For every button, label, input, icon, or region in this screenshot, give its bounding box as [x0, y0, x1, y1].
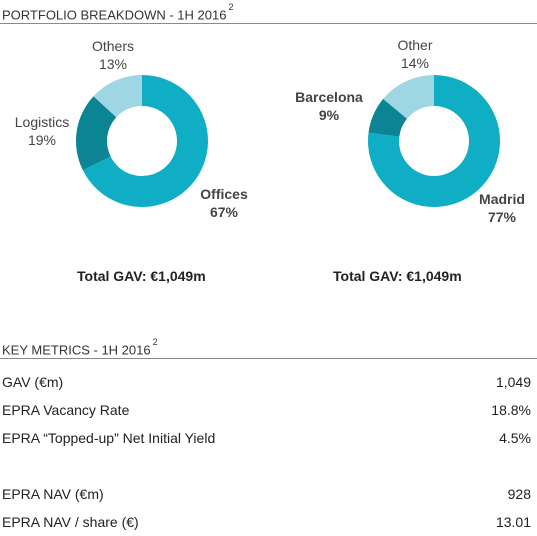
portfolio-section-header: PORTFOLIO BREAKDOWN - 1H 20162: [0, 2, 537, 24]
metrics-divider: [0, 358, 537, 359]
metrics-title: KEY METRICS - 1H 20162: [2, 337, 158, 358]
metric-row: GAV (€m) 1,049: [2, 374, 531, 394]
metric-label: EPRA “Topped-up” Net Initial Yield: [2, 430, 216, 446]
sector-donut-chart: Others 13% Logistics 19% Offices 67%: [15, 38, 248, 220]
donut-slice-madrid: [368, 75, 500, 207]
portfolio-title-text: PORTFOLIO BREAKDOWN - 1H 2016: [2, 7, 227, 23]
total-gav-label-sector: Total GAV: €1,049m: [77, 268, 206, 284]
slice-value-label: 19%: [28, 132, 56, 148]
slice-value-label: 13%: [99, 56, 127, 72]
metric-value: 4.5%: [499, 430, 531, 446]
metric-value: 13.01: [495, 514, 531, 530]
slice-category-label: Others: [92, 38, 134, 54]
slice-value-label: 77%: [488, 209, 517, 225]
donut-slice-barcelona: [368, 98, 408, 137]
metrics-title-text: KEY METRICS - 1H 2016: [2, 342, 151, 358]
metric-label: EPRA NAV (€m): [2, 486, 104, 502]
metric-value: 1,049: [495, 374, 531, 390]
donut-slice-other: [383, 75, 434, 119]
total-gav-label-city: Total GAV: €1,049m: [333, 268, 462, 284]
slice-category-label: Logistics: [15, 114, 69, 130]
slice-value-label: 67%: [210, 204, 239, 220]
city-donut-chart: Other 14% Barcelona 9% Madrid 77%: [295, 37, 525, 225]
metric-row: EPRA NAV / share (€) 13.01: [2, 514, 531, 534]
portfolio-title: PORTFOLIO BREAKDOWN - 1H 20162: [2, 2, 233, 23]
metric-value: 928: [507, 486, 531, 502]
donut-slice-offices: [82, 75, 209, 207]
metric-value: 18.8%: [491, 402, 531, 418]
donut-charts: Others 13% Logistics 19% Offices 67% Oth…: [15, 37, 525, 225]
slice-category-label: Offices: [200, 186, 248, 202]
metrics-section-header: KEY METRICS - 1H 20162: [0, 337, 537, 361]
slice-category-label: Barcelona: [295, 89, 363, 105]
slice-value-label: 9%: [319, 107, 340, 123]
metric-row: EPRA “Topped-up” Net Initial Yield 4.5%: [2, 430, 531, 450]
metric-label: GAV (€m): [2, 374, 64, 390]
metric-row: EPRA Vacancy Rate 18.8%: [2, 402, 531, 422]
metric-label: EPRA NAV / share (€): [2, 514, 139, 530]
portfolio-footnote: 2: [228, 2, 234, 12]
donut-slice-logistics: [76, 96, 117, 171]
donut-slice-others: [93, 75, 142, 118]
metric-row: EPRA NAV (€m) 928: [2, 486, 531, 506]
portfolio-divider: [0, 23, 537, 24]
slice-category-label: Other: [397, 37, 432, 53]
slice-value-label: 14%: [401, 55, 429, 71]
slice-category-label: Madrid: [479, 191, 525, 207]
metric-label: EPRA Vacancy Rate: [2, 402, 130, 418]
metrics-footnote: 2: [152, 337, 158, 347]
